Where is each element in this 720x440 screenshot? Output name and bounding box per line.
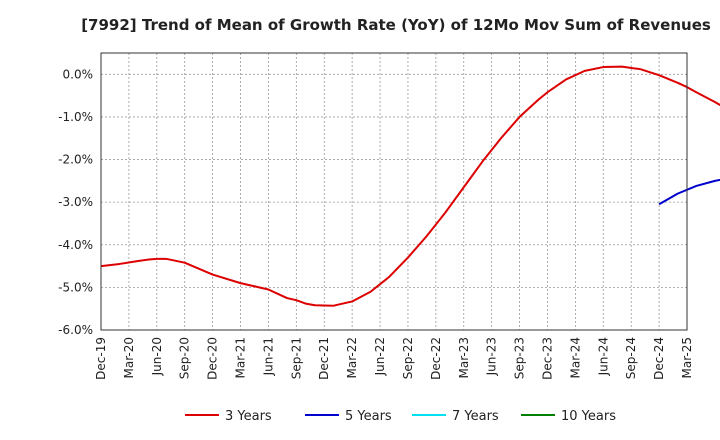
y-tick-label: -2.0% (58, 153, 93, 167)
x-tick-label: Mar-23 (457, 337, 471, 378)
y-tick-label: -1.0% (58, 110, 93, 124)
plot-border (100, 52, 688, 331)
legend: 3 Years 5 Years 7 Years 10 Years (185, 409, 616, 424)
x-tick-label: Mar-20 (122, 337, 136, 378)
x-tick-label: Mar-21 (234, 337, 248, 378)
chart-title: [7992] Trend of Mean of Growth Rate (YoY… (81, 16, 711, 34)
y-tick-label: -4.0% (58, 238, 93, 252)
x-tick-label: Jun-23 (485, 337, 499, 376)
x-tick-label: Sep-21 (289, 337, 303, 379)
y-tick-label: -5.0% (58, 280, 93, 294)
legend-label: 3 Years (225, 409, 272, 424)
legend-label: 5 Years (345, 409, 392, 424)
y-axis: 0.0% -1.0% -2.0% -3.0% -4.0% -5.0% -6.0% (58, 67, 93, 337)
y-tick-label: -6.0% (58, 323, 93, 337)
x-tick-label: Sep-22 (401, 337, 415, 379)
x-tick-label: Dec-21 (317, 337, 331, 380)
x-tick-label: Mar-25 (680, 337, 694, 378)
x-tick-label: Dec-22 (429, 337, 443, 380)
x-tick-label: Sep-23 (513, 337, 527, 379)
x-axis: Dec-19 Mar-20 Jun-20 Sep-20 Dec-20 Mar-21 Jun-… (94, 337, 694, 380)
x-tick-label: Dec-23 (540, 337, 554, 380)
series-line-3-years (100, 65, 720, 307)
x-tick-label: Jun-20 (150, 337, 164, 376)
y-tick-label: 0.0% (63, 67, 94, 81)
series-group (100, 65, 720, 307)
x-tick-label: Mar-24 (568, 337, 582, 378)
x-tick-label: Sep-24 (624, 337, 638, 379)
x-tick-label: Jun-21 (261, 337, 275, 376)
legend-label: 10 Years (561, 409, 616, 424)
y-tick-label: -3.0% (58, 195, 93, 209)
x-tick-label: Dec-19 (94, 337, 108, 380)
x-tick-label: Mar-22 (345, 337, 359, 378)
x-tick-label: Dec-24 (652, 337, 666, 380)
x-tick-label: Jun-22 (373, 337, 387, 376)
x-tick-label: Sep-20 (178, 337, 192, 379)
legend-label: 7 Years (452, 409, 499, 424)
x-tick-label: Jun-24 (596, 337, 610, 376)
x-tick-label: Dec-20 (206, 337, 220, 380)
plot-area (101, 53, 687, 330)
